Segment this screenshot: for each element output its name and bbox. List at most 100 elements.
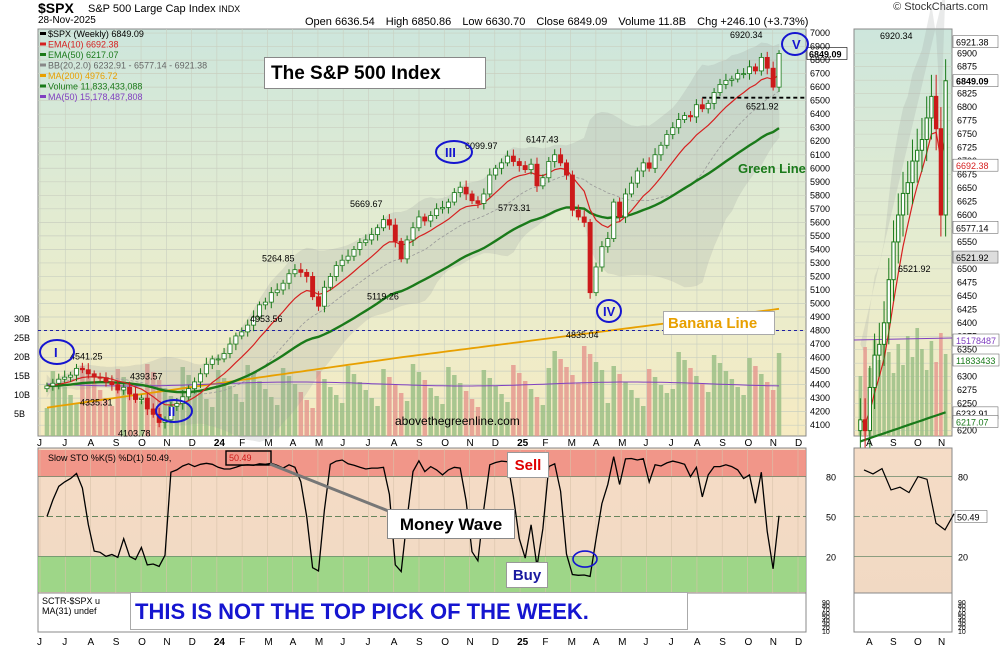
candle-body [404, 239, 410, 260]
sto-legend: Slow STO %K(5) %D(1) 50.49, [48, 453, 171, 463]
volume-bar [174, 404, 180, 436]
time-label: S [113, 637, 120, 648]
volume-bar [428, 388, 433, 436]
zoom-tick-label: 6675 [957, 170, 977, 180]
price-tick-label: 4600 [810, 353, 830, 363]
candle-body [262, 301, 268, 306]
time-label: O [138, 438, 146, 449]
volume-bar [139, 401, 144, 436]
time-label: A [290, 438, 297, 449]
zoom-time-label: O [914, 438, 922, 449]
zoom-axis-tag-text: 6692.38 [956, 161, 989, 171]
symbol-name: S&P 500 Large Cap Index INDX [88, 3, 240, 15]
website-label: abovethegreenline.com [395, 414, 520, 428]
green-line-label: Green Line [738, 161, 806, 176]
candle-body [711, 92, 717, 104]
candle-body [416, 216, 422, 229]
candle-body [534, 163, 540, 187]
volume-bar [334, 395, 339, 436]
candle-body [79, 367, 85, 371]
candle-body [310, 276, 316, 298]
wave-label: IV [603, 304, 616, 319]
volume-bar [204, 399, 209, 436]
volume-bar [617, 374, 622, 436]
time-label: M [618, 637, 626, 648]
volume-bar [511, 365, 516, 436]
sto-value-box [225, 450, 272, 466]
price-tick-label: 5000 [810, 298, 830, 308]
zoom-tick-label: 6900 [957, 48, 977, 58]
candle-body [245, 324, 251, 333]
change-readout: Chg +246.10 (+3.73%) [697, 16, 809, 28]
time-label: F [542, 438, 548, 449]
volume-bar [221, 378, 227, 436]
candle-body [475, 200, 481, 204]
high-readout: High 6850.86 [385, 16, 452, 28]
time-label: A [593, 637, 600, 648]
volume-bar [753, 366, 758, 436]
volume-bar [387, 377, 392, 436]
time-label: M [568, 637, 576, 648]
candle-body [280, 282, 286, 291]
candle-body [398, 240, 404, 260]
price-tick-label: 4200 [810, 407, 830, 417]
candle-body [268, 292, 274, 303]
zoom-tick-label: 6425 [957, 304, 977, 314]
candle-body [97, 376, 103, 379]
candle-body [522, 165, 528, 171]
candle-body [333, 265, 339, 277]
candle-body [357, 242, 363, 250]
legend-entry: EMA(10) 6692.38 [48, 40, 119, 50]
price-tick-label: 4300 [810, 393, 830, 403]
zoom-sctr-tick: 20 [958, 625, 966, 632]
price-annotation: 6521.92 [746, 102, 779, 112]
time-label: S [719, 438, 726, 449]
candle-body [440, 207, 445, 210]
volume-tick-label: 25B [14, 333, 30, 343]
price-tick-label: 5300 [810, 258, 830, 268]
zoom-candle [867, 386, 872, 432]
wave-circle [155, 399, 193, 423]
volume-bar [658, 385, 664, 436]
candle-body [717, 84, 723, 93]
time-label: O [138, 637, 146, 648]
volume-bar [322, 379, 327, 436]
candle-body [375, 227, 381, 235]
time-label: J [669, 438, 674, 449]
zoom-candle [934, 95, 939, 130]
candle-body [150, 408, 156, 415]
candle-body [74, 367, 79, 376]
zoom-axis-tag-text: 6921.38 [956, 38, 989, 48]
volume-bar [776, 353, 782, 436]
zoom-time-label: O [914, 637, 922, 648]
zoom-tick-label: 6550 [957, 237, 977, 247]
volume-bar [635, 398, 640, 436]
candle-body [68, 374, 74, 378]
zoom-time-label: A [866, 637, 873, 648]
volume-bar [587, 354, 593, 436]
axes: 4100 4200 4300 4400 4500 4600 4700 4800 4900 5000… [14, 28, 836, 648]
price-annotation: 5773.31 [498, 203, 531, 213]
volume-bar [192, 383, 197, 436]
ohlc-readout: Open 6636.54 High 6850.86 Low 6630.70 Cl… [305, 16, 816, 28]
legend-swatch [40, 74, 46, 77]
legend-swatch [40, 42, 46, 46]
last-price-text: 6849.09 [809, 49, 842, 59]
candle-body [617, 201, 623, 218]
candle-body [605, 238, 611, 248]
symbol-title: $SPX [38, 0, 74, 16]
volume-bar [257, 381, 262, 436]
volume-bar [735, 387, 740, 436]
zoom-candle [910, 160, 915, 184]
volume-bar [434, 396, 439, 436]
price-annotation: 4953.56 [250, 314, 283, 324]
volume-bar [723, 371, 729, 436]
candle-body [339, 259, 345, 267]
volume-bar [599, 370, 605, 436]
price-tick-label: 5200 [810, 271, 830, 281]
volume-bar [292, 384, 298, 436]
candle-body [593, 266, 599, 294]
time-label: J [643, 637, 648, 648]
volume-bar [68, 395, 73, 436]
time-label: J [62, 637, 67, 648]
